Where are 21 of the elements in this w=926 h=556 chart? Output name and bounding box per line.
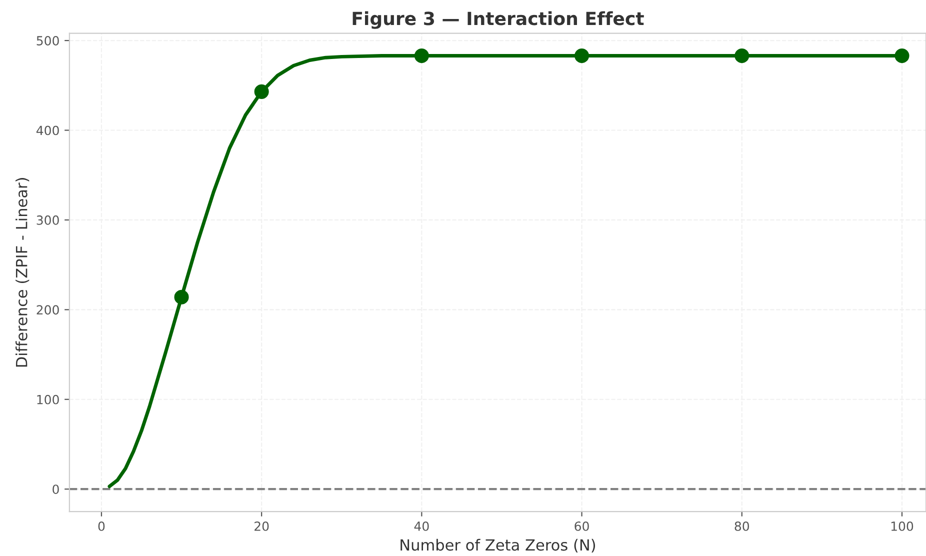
y-axis-title: Difference (ZPIF - Linear) xyxy=(16,178,30,367)
x-tick-label: 20 xyxy=(254,521,269,531)
y-tick-label: 400 xyxy=(36,126,59,136)
point xyxy=(174,290,189,304)
point xyxy=(574,48,590,64)
y-tick-label: 300 xyxy=(36,215,59,225)
x-tick-label: 60 xyxy=(574,521,589,531)
x-tick-label: 100 xyxy=(891,521,914,531)
y-tick-label: 100 xyxy=(37,394,59,404)
point xyxy=(254,84,269,99)
y-tick-label: 500 xyxy=(36,36,59,46)
point xyxy=(734,48,750,64)
chart-title: Figure 3 — Interaction Effect xyxy=(352,11,644,29)
point xyxy=(414,48,429,64)
y-tick-label: 0 xyxy=(52,484,59,494)
x-tick-label: 0 xyxy=(98,521,105,531)
x-tick-label: 40 xyxy=(414,521,429,531)
x-tick-label: 80 xyxy=(734,521,750,531)
point xyxy=(894,48,910,64)
y-tick-label: 200 xyxy=(36,305,59,315)
x-axis-title: Number of Zeta Zeros (N) xyxy=(400,538,596,553)
